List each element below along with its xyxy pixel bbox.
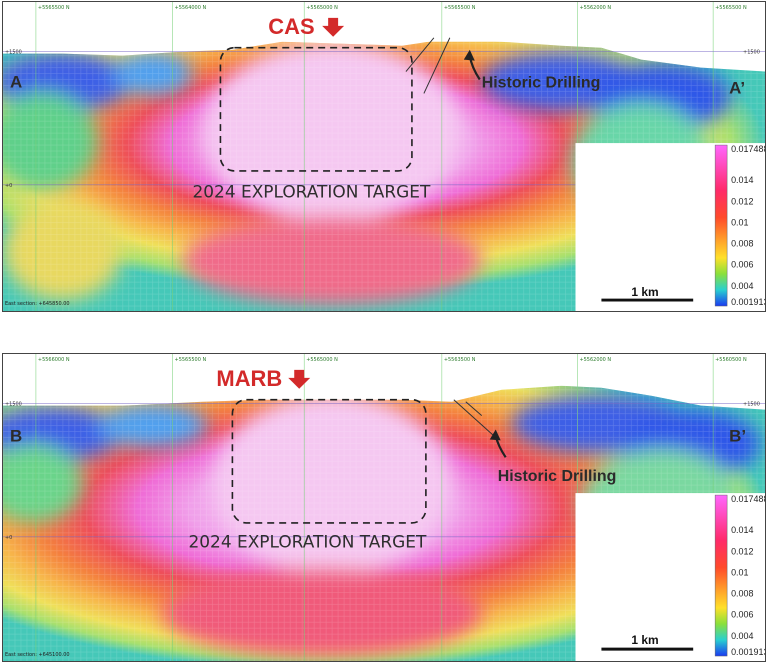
legend-tick-5: 0.006	[731, 609, 753, 619]
grid-label-5: +5562000 N	[579, 5, 611, 11]
legend-tick-3: 0.01	[731, 218, 748, 228]
elevation-label-left: +1500	[5, 402, 22, 408]
section-b-graphic: +5566000 N +5565500 N +5565000 N +556350…	[3, 354, 765, 661]
grid-label-6: +5565500 N	[715, 5, 747, 11]
legend-background	[575, 143, 765, 311]
grid-label-2: +5565500 N	[175, 357, 207, 363]
section-end-label: A’	[729, 78, 745, 97]
grid-label-2: +5564000 N	[175, 5, 207, 11]
exploration-target-box	[231, 398, 427, 524]
grid-label-1: +5566000 N	[38, 357, 70, 363]
legend-tick-5: 0.006	[731, 259, 753, 269]
elevation-label-right: +1500	[743, 50, 760, 56]
section-start-label: B	[10, 426, 22, 445]
scale-label: 1 km	[631, 285, 658, 299]
section-a-graphic: +5565500 N +5564000 N +5565000 N +556550…	[3, 2, 765, 311]
historic-drilling-label: Historic Drilling	[482, 74, 601, 91]
legend-tick-4: 0.008	[731, 238, 753, 248]
legend-tick-2: 0.012	[731, 197, 753, 207]
grid-label-5: +5562000 N	[579, 357, 611, 363]
drill-trace	[453, 399, 497, 438]
elevation-label-mid: +0	[5, 183, 12, 189]
site-label: MARB	[216, 366, 282, 391]
grid-label-3: +5565000 N	[306, 5, 338, 11]
legend-tick-1: 0.014	[731, 525, 753, 535]
drill-trace	[423, 37, 451, 94]
legend-tick-2: 0.012	[731, 547, 753, 557]
legend-min: 0.001913	[731, 647, 765, 657]
section-footer: East section: +645850.00	[5, 301, 70, 307]
legend-max: 0.017488	[731, 144, 765, 154]
site-marker-arrow-icon	[322, 17, 345, 37]
legend-tick-1: 0.014	[731, 175, 753, 185]
site-marker-arrow-icon	[288, 369, 311, 389]
scale-label: 1 km	[631, 633, 658, 647]
historic-drilling-label: Historic Drilling	[498, 468, 617, 485]
legend-color-bar	[714, 494, 728, 657]
elevation-label-left: +1500	[5, 50, 22, 56]
legend-max: 0.017488	[731, 494, 765, 504]
legend-background	[575, 493, 765, 661]
section-start-label: A	[10, 72, 22, 91]
grid-label-4: +5563500 N	[444, 357, 476, 363]
grid-label-6: +5560500 N	[715, 357, 747, 363]
grid-label-4: +5565500 N	[444, 5, 476, 11]
elevation-label-mid: +0	[5, 535, 12, 541]
section-footer: East section: +645100.00	[5, 652, 70, 658]
grid-label-3: +5565000 N	[306, 357, 338, 363]
grid-label-1: +5565500 N	[38, 5, 70, 11]
exploration-target-label: 2024 EXPLORATION TARGET	[189, 532, 428, 552]
legend-min: 0.001913	[731, 297, 765, 307]
exploration-target-label: 2024 EXPLORATION TARGET	[193, 182, 431, 202]
section-end-label: B’	[729, 426, 746, 445]
legend-tick-6: 0.004	[731, 631, 753, 641]
section-panel-b: +5566000 N +5565500 N +5565000 N +556350…	[2, 353, 766, 662]
legend-tick-4: 0.008	[731, 588, 753, 598]
elevation-label-right: +1500	[743, 402, 760, 408]
legend-tick-3: 0.01	[731, 568, 748, 578]
legend-tick-6: 0.004	[731, 281, 753, 291]
legend-color-bar	[714, 144, 728, 307]
section-panel-a: +5565500 N +5564000 N +5565000 N +556550…	[2, 1, 766, 312]
site-label: CAS	[268, 14, 314, 39]
exploration-target-box	[219, 46, 413, 172]
